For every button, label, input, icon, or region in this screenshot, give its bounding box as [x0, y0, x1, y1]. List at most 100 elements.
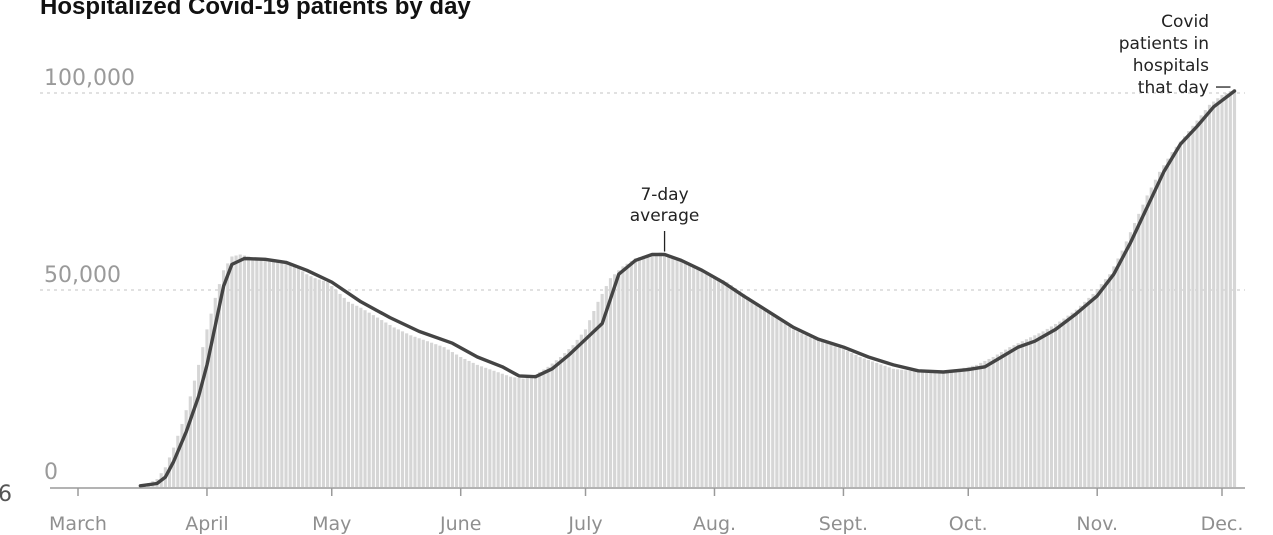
bar [205, 329, 209, 487]
bar [226, 263, 230, 487]
y-tick-label-0: 0 [44, 460, 58, 485]
bar [271, 260, 276, 487]
bar [1099, 284, 1103, 487]
bar [941, 370, 945, 487]
y-tick-label-2: 100,000 [44, 66, 135, 91]
bar [359, 307, 363, 487]
bar [575, 339, 579, 487]
bar [742, 293, 746, 487]
bar [671, 256, 675, 487]
bar [1133, 223, 1137, 487]
bar [1166, 158, 1170, 487]
bar [979, 362, 983, 487]
bar [808, 337, 812, 487]
bar [1145, 195, 1149, 487]
bar [933, 371, 937, 487]
bar [504, 375, 509, 487]
bar [766, 311, 771, 487]
bar [1162, 165, 1166, 487]
bar [1232, 89, 1237, 487]
bar [1037, 333, 1041, 487]
bar [833, 346, 837, 487]
bar [1070, 312, 1074, 487]
bar [1116, 258, 1120, 487]
bar [292, 266, 296, 487]
bar [920, 372, 925, 487]
bar [1153, 179, 1158, 487]
x-tick-label-6: Sept. [819, 513, 868, 535]
bar [870, 361, 875, 487]
bar [188, 396, 192, 487]
bar [1178, 141, 1182, 488]
bar [529, 376, 534, 487]
bar [317, 279, 321, 487]
bar [1199, 115, 1203, 488]
bar [679, 260, 683, 487]
bar [421, 339, 425, 487]
bar [255, 258, 259, 487]
bar [267, 259, 271, 487]
bar [950, 369, 954, 487]
bar [1012, 345, 1016, 487]
bar [1212, 101, 1216, 487]
bar [1020, 341, 1024, 487]
bar [1016, 343, 1020, 487]
bar [301, 271, 305, 487]
bar [288, 264, 292, 487]
bar [775, 317, 779, 487]
bar [783, 323, 787, 487]
bar [388, 324, 392, 487]
bar [1074, 309, 1078, 487]
bar [646, 254, 650, 487]
bar [500, 373, 504, 487]
bar [350, 303, 355, 487]
bar [995, 354, 999, 487]
bar [908, 370, 912, 487]
x-tick-label-2: May [312, 513, 351, 535]
bar [201, 347, 205, 487]
bar [409, 335, 413, 487]
bar [625, 263, 629, 487]
bar [276, 261, 280, 487]
bar [600, 293, 604, 487]
bar [197, 364, 201, 487]
bar [667, 255, 671, 487]
bar [434, 344, 438, 487]
bar [1083, 301, 1087, 487]
bar [1054, 323, 1058, 487]
bar [1062, 318, 1066, 487]
bar [887, 367, 891, 487]
bar [517, 377, 521, 487]
bar [837, 347, 841, 487]
x-tick-label-9: Dec. [1201, 513, 1244, 535]
x-tick-label-1: April [185, 513, 228, 535]
bar [875, 362, 879, 487]
x-tick-label-3: June [439, 513, 481, 535]
bar [1191, 125, 1195, 487]
bar [850, 353, 854, 487]
bar [1170, 152, 1174, 487]
bar [1103, 279, 1108, 487]
bar [746, 296, 750, 487]
bar [400, 331, 405, 487]
bar [879, 364, 883, 487]
bar [1141, 204, 1145, 487]
bar [771, 314, 775, 487]
bar [1066, 315, 1070, 487]
y-tick-label-1: 50,000 [44, 263, 121, 288]
bar [1216, 98, 1220, 488]
bar [176, 435, 180, 487]
bar [509, 376, 513, 487]
bar [721, 280, 725, 487]
x-tick-label-8: Nov. [1076, 513, 1118, 535]
bar [1158, 171, 1162, 488]
bar [513, 377, 517, 487]
x-axis [50, 487, 1245, 496]
bar [184, 410, 188, 487]
bar [1224, 93, 1228, 487]
bar [704, 272, 708, 487]
bar [1187, 131, 1191, 487]
bar [1029, 337, 1033, 487]
bar [463, 358, 467, 487]
